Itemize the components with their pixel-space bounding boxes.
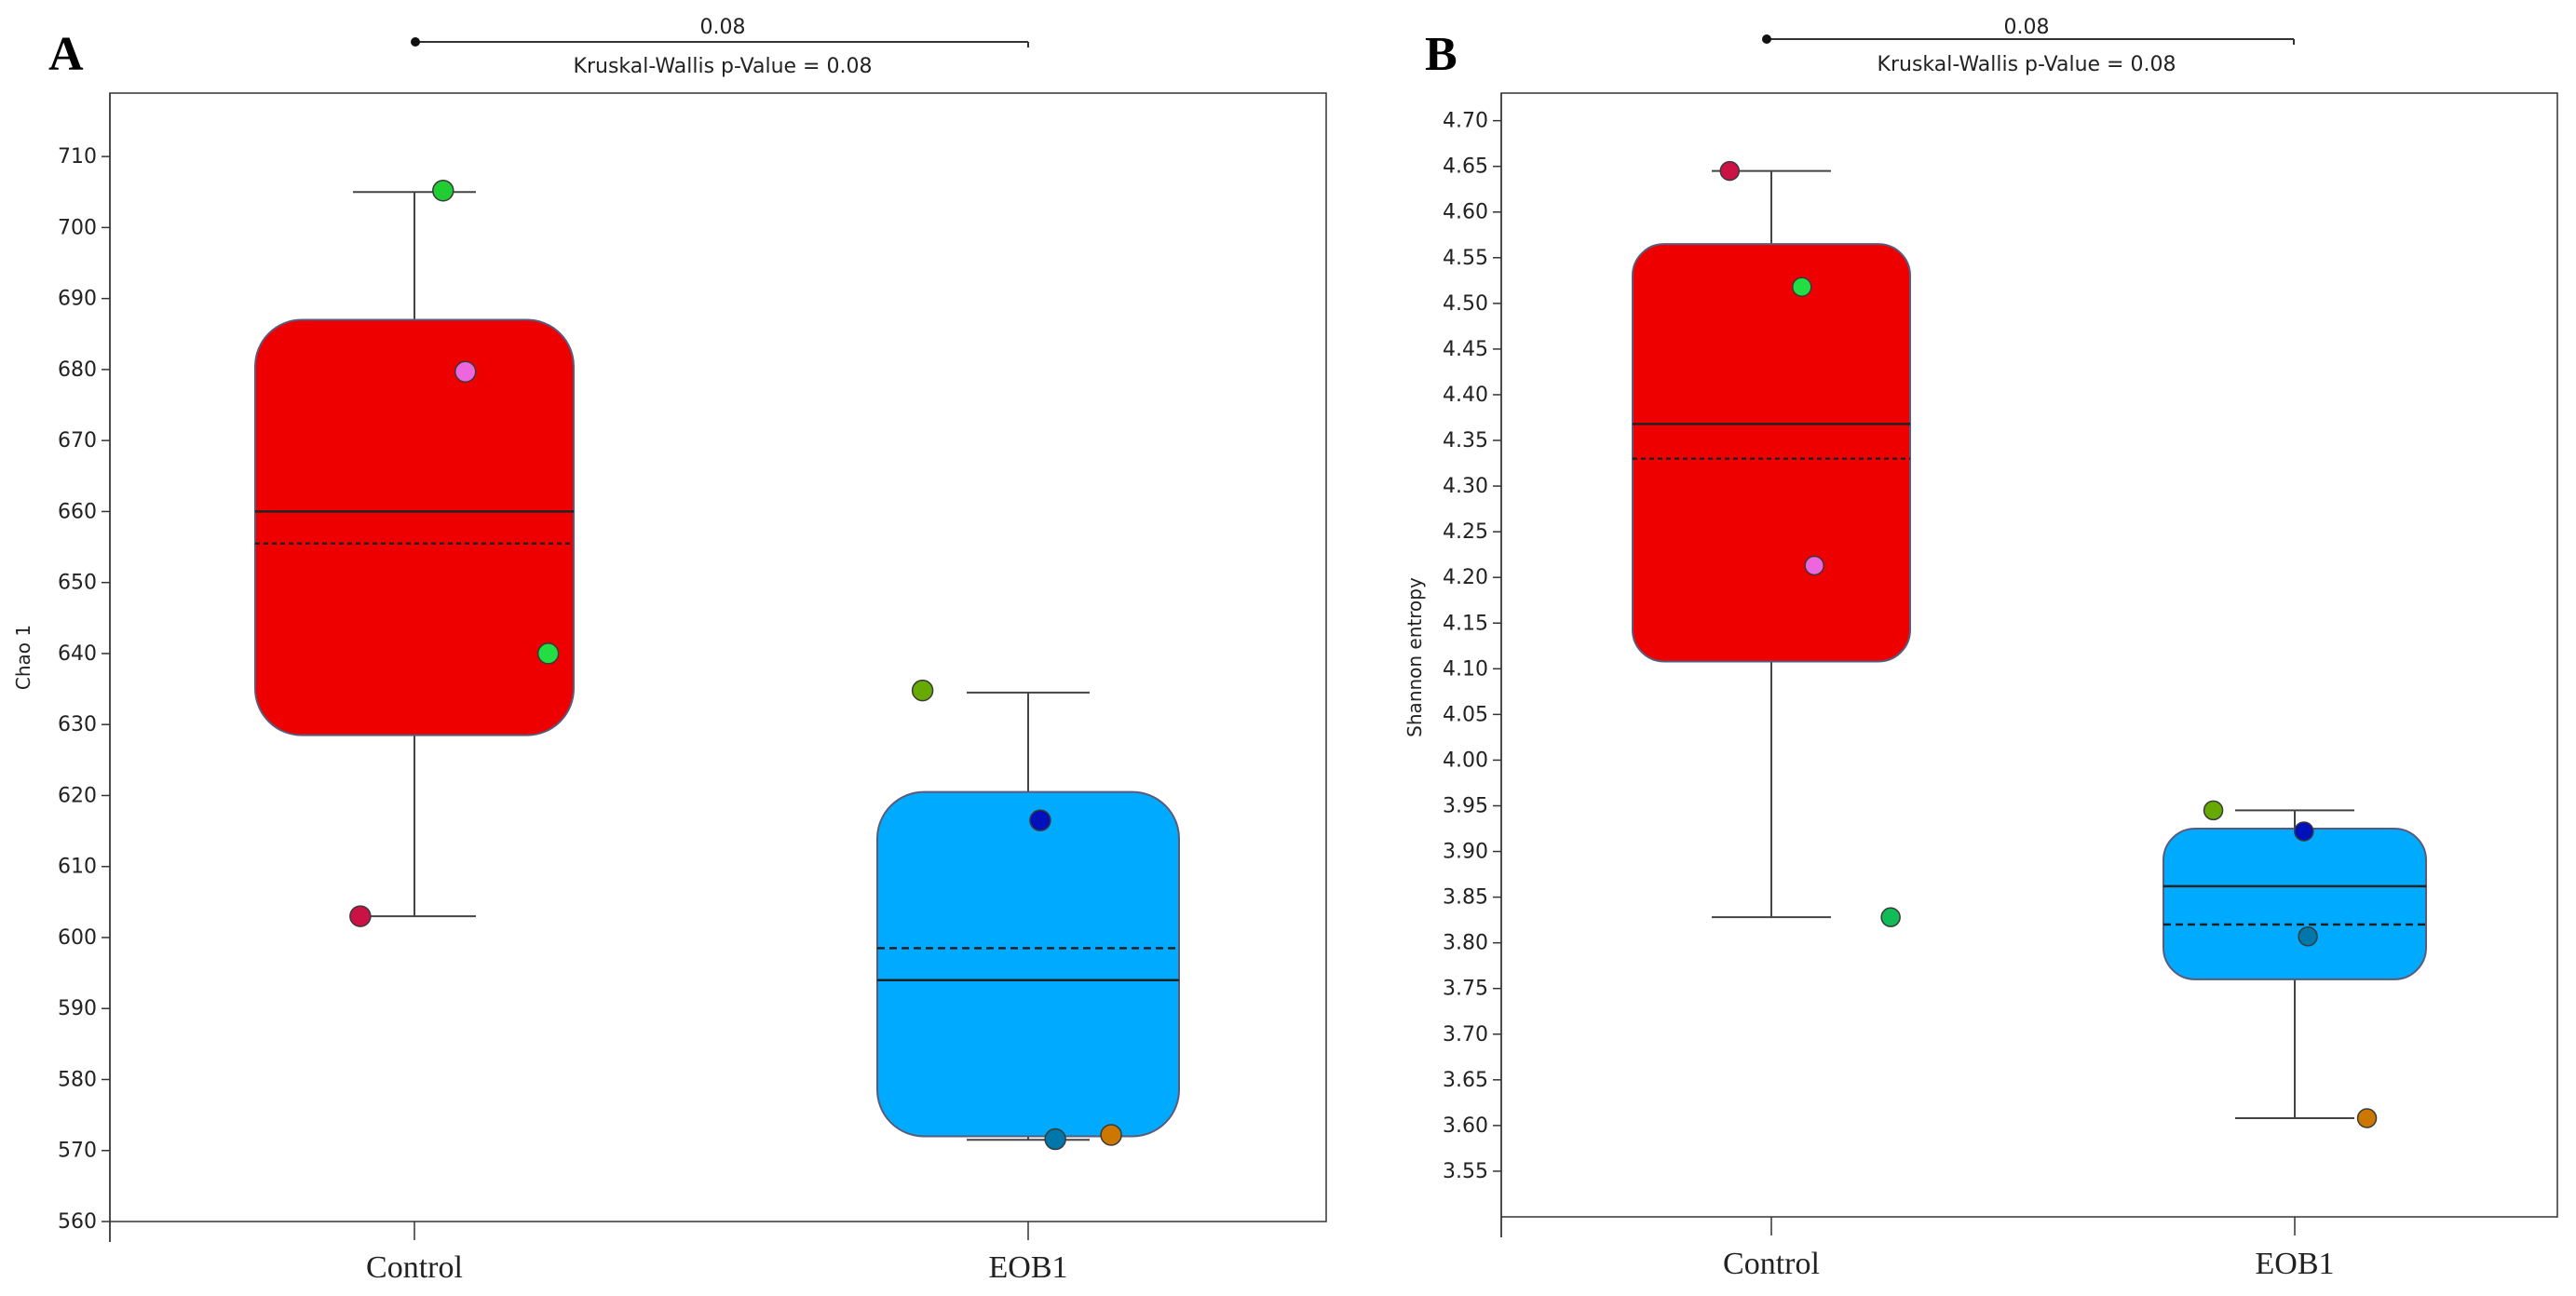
- data-point: [432, 179, 454, 202]
- y-tick-label: 4.70: [1443, 110, 1488, 133]
- significance-test-label: Kruskal-Wallis p-Value = 0.08: [1878, 53, 2176, 76]
- data-point: [1100, 1124, 1122, 1146]
- y-tick-label: 4.60: [1443, 201, 1488, 224]
- y-tick-label: 3.90: [1443, 841, 1488, 864]
- y-tick-label: 3.80: [1443, 932, 1488, 955]
- y-tick-label: 690: [58, 288, 97, 311]
- data-point: [1029, 809, 1051, 831]
- data-point: [1804, 555, 1824, 576]
- y-tick-label: 4.65: [1443, 155, 1488, 179]
- y-tick-label: 4.50: [1443, 292, 1488, 316]
- y-tick-label: 630: [58, 713, 97, 736]
- significance-bracket-label: 0.08: [700, 16, 746, 39]
- category-label: EOB1: [989, 1250, 1068, 1285]
- data-point: [1792, 277, 1812, 297]
- significance-bracket-dot: [411, 37, 420, 47]
- data-point: [2203, 800, 2224, 821]
- data-point: [454, 360, 477, 383]
- y-tick-label: 620: [58, 784, 97, 807]
- y-tick-label: 4.20: [1443, 566, 1488, 589]
- y-tick-label: 4.25: [1443, 520, 1488, 544]
- y-tick-label: 600: [58, 926, 97, 950]
- y-tick-label: 3.65: [1443, 1069, 1488, 1092]
- y-tick-label: 4.30: [1443, 475, 1488, 498]
- box-iqr: [876, 790, 1180, 1138]
- y-tick-label: 710: [58, 145, 97, 169]
- y-tick-label: 650: [58, 572, 97, 595]
- y-tick-label: 700: [58, 216, 97, 239]
- y-tick-label: 4.55: [1443, 247, 1488, 270]
- y-tick-label: 4.05: [1443, 703, 1488, 726]
- data-point: [536, 642, 560, 665]
- y-tick-label: 4.10: [1443, 657, 1488, 681]
- panel-a: A Chao 1 0.08 Kruskal-Wallis p-Value = 0…: [12, 16, 1327, 1285]
- data-point: [1044, 1127, 1066, 1151]
- y-tick-label: 4.35: [1443, 429, 1488, 452]
- significance-bracket-label: 0.08: [2004, 16, 2050, 39]
- panel-letter: A: [48, 28, 84, 81]
- y-tick-label: 4.45: [1443, 338, 1488, 361]
- y-tick-label: 3.70: [1443, 1023, 1488, 1046]
- significance-test-label: Kruskal-Wallis p-Value = 0.08: [574, 55, 873, 78]
- box-iqr: [1632, 243, 1911, 663]
- category-label: Control: [366, 1250, 463, 1285]
- y-tick-label: 670: [58, 429, 97, 452]
- data-point: [911, 679, 934, 702]
- data-point: [2356, 1108, 2378, 1128]
- y-tick-label: 3.55: [1443, 1160, 1488, 1183]
- y-tick-label: 4.00: [1443, 749, 1488, 772]
- y-tick-label: 570: [58, 1140, 97, 1163]
- data-point: [1719, 160, 1741, 182]
- y-tick-label: 590: [58, 997, 97, 1020]
- y-tick-label: 3.75: [1443, 978, 1488, 1001]
- category-label: Control: [1723, 1247, 1820, 1281]
- data-point: [1880, 907, 1901, 927]
- y-tick-label: 4.40: [1443, 384, 1488, 407]
- y-tick-label: 680: [58, 358, 97, 382]
- y-tick-label: 610: [58, 856, 97, 879]
- data-point: [349, 905, 372, 927]
- y-tick-label: 580: [58, 1068, 97, 1091]
- y-tick-label: 560: [58, 1210, 97, 1234]
- significance-bracket-dot: [1762, 34, 1771, 44]
- panel-letter: B: [1425, 28, 1457, 81]
- category-label: EOB1: [2256, 1247, 2335, 1281]
- data-point: [2294, 821, 2314, 842]
- box-iqr: [254, 318, 575, 736]
- data-point: [2298, 926, 2318, 947]
- y-axis-label: Shannon entropy: [1403, 577, 1426, 737]
- y-axis-label: Chao 1: [12, 625, 34, 690]
- y-tick-label: 660: [58, 500, 97, 523]
- y-tick-label: 3.60: [1443, 1114, 1488, 1138]
- panel-b: B Shannon entropy 0.08 Kruskal-Wallis p-…: [1403, 16, 2558, 1281]
- y-tick-label: 640: [58, 642, 97, 666]
- box-iqr: [2162, 828, 2427, 980]
- y-tick-label: 3.85: [1443, 886, 1488, 910]
- y-tick-label: 4.15: [1443, 612, 1488, 635]
- y-tick-label: 3.95: [1443, 794, 1488, 817]
